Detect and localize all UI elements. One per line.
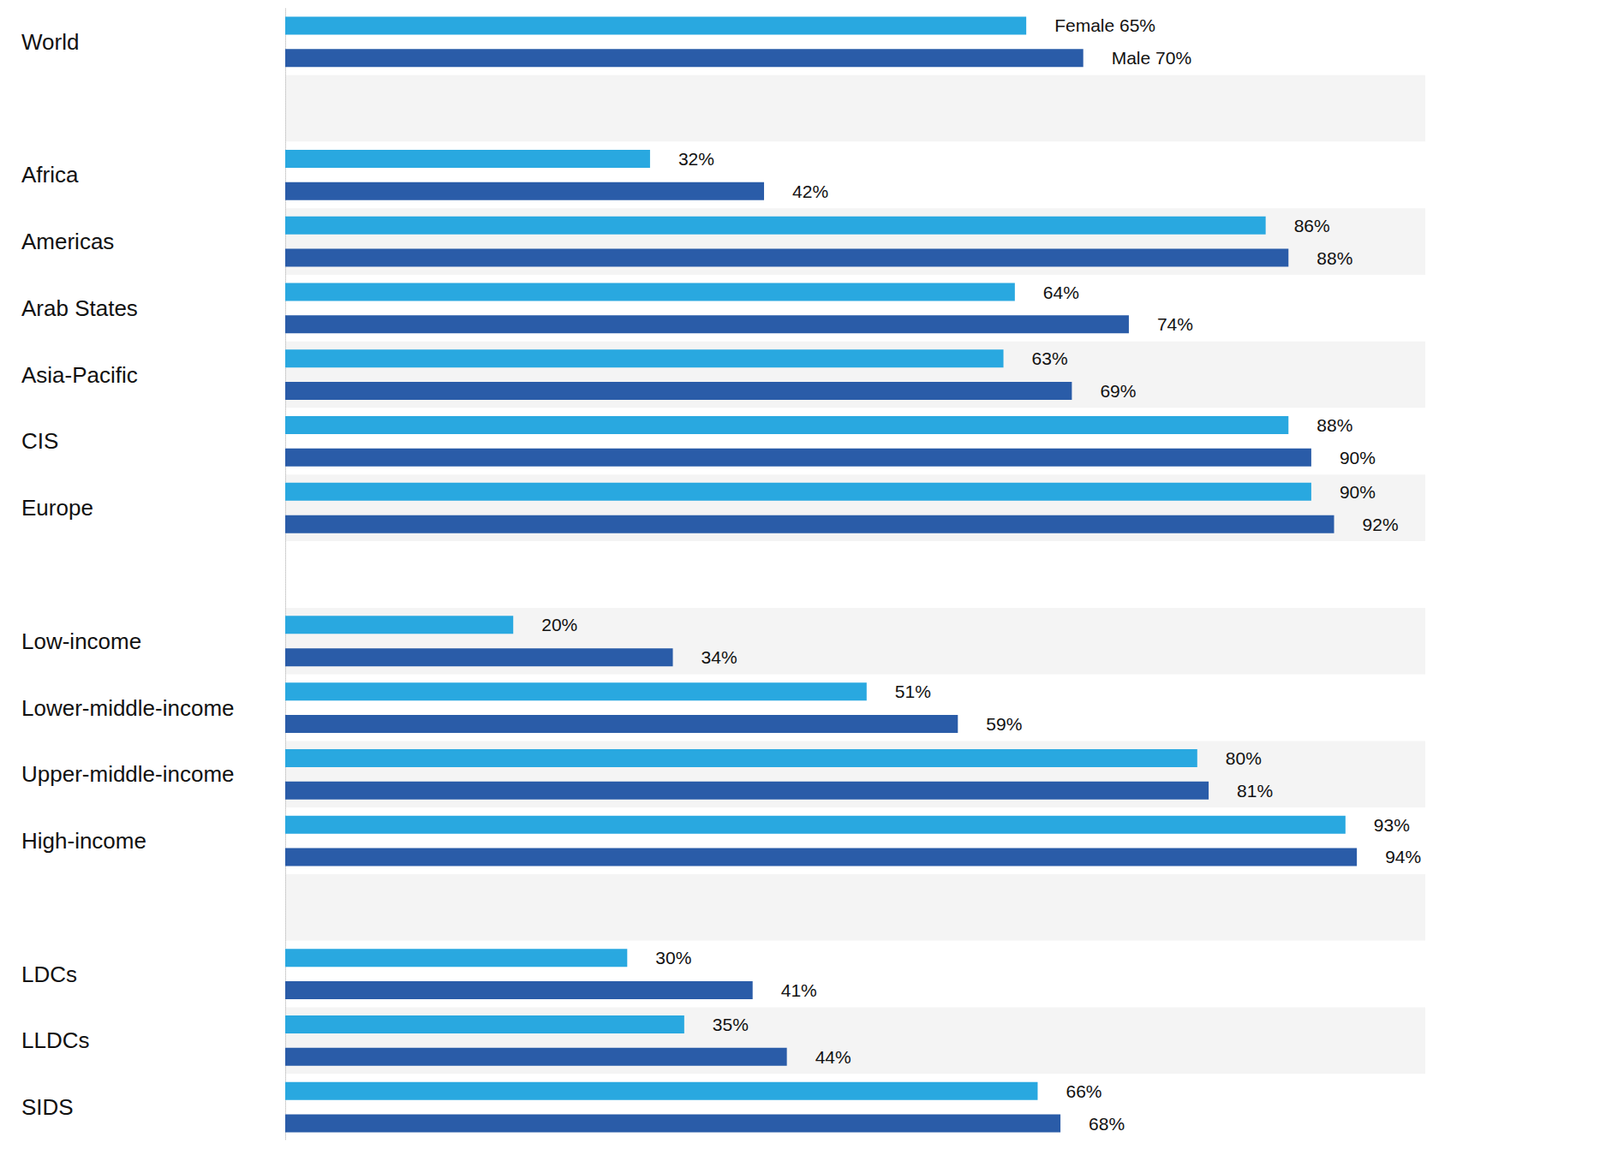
svg-text:81%: 81% [1236, 781, 1273, 801]
svg-text:90%: 90% [1339, 482, 1376, 502]
svg-text:44%: 44% [815, 1047, 852, 1068]
svg-text:Europe: Europe [21, 495, 94, 521]
svg-text:Lower-middle-income: Lower-middle-income [21, 695, 235, 722]
svg-text:42%: 42% [792, 181, 829, 202]
svg-text:92%: 92% [1362, 514, 1399, 535]
svg-text:30%: 30% [655, 948, 692, 968]
svg-text:64%: 64% [1043, 282, 1080, 303]
svg-text:Male 70%: Male 70% [1111, 47, 1192, 68]
svg-text:World: World [21, 29, 79, 55]
svg-text:Low-income: Low-income [21, 628, 142, 655]
svg-text:90%: 90% [1339, 447, 1376, 468]
svg-text:LLDCs: LLDCs [21, 1027, 90, 1054]
svg-text:Female 65%: Female 65% [1054, 15, 1156, 36]
svg-text:Arab States: Arab States [21, 295, 138, 322]
svg-text:SIDS: SIDS [21, 1094, 74, 1121]
svg-text:88%: 88% [1316, 415, 1353, 436]
svg-text:86%: 86% [1294, 215, 1331, 236]
svg-text:Upper-middle-income: Upper-middle-income [21, 761, 235, 788]
svg-text:LDCs: LDCs [21, 961, 78, 988]
svg-text:63%: 63% [1032, 348, 1069, 369]
svg-text:CIS: CIS [21, 428, 59, 454]
svg-text:88%: 88% [1316, 248, 1353, 269]
svg-text:51%: 51% [895, 681, 932, 702]
svg-text:59%: 59% [985, 714, 1022, 735]
svg-text:68%: 68% [1088, 1114, 1125, 1135]
svg-text:93%: 93% [1373, 815, 1410, 836]
svg-text:74%: 74% [1157, 314, 1194, 335]
svg-text:Asia-Pacific: Asia-Pacific [21, 362, 138, 389]
svg-text:20%: 20% [541, 614, 578, 635]
svg-text:32%: 32% [678, 149, 715, 169]
svg-text:94%: 94% [1385, 847, 1421, 867]
svg-text:Americas: Americas [21, 228, 114, 255]
svg-text:High-income: High-income [21, 828, 147, 854]
svg-text:69%: 69% [1099, 381, 1136, 401]
svg-text:80%: 80% [1225, 748, 1262, 769]
svg-text:41%: 41% [781, 980, 818, 1001]
svg-text:35%: 35% [712, 1014, 749, 1035]
svg-text:Africa: Africa [21, 161, 79, 188]
svg-text:34%: 34% [701, 647, 738, 668]
svg-text:66%: 66% [1065, 1081, 1102, 1102]
